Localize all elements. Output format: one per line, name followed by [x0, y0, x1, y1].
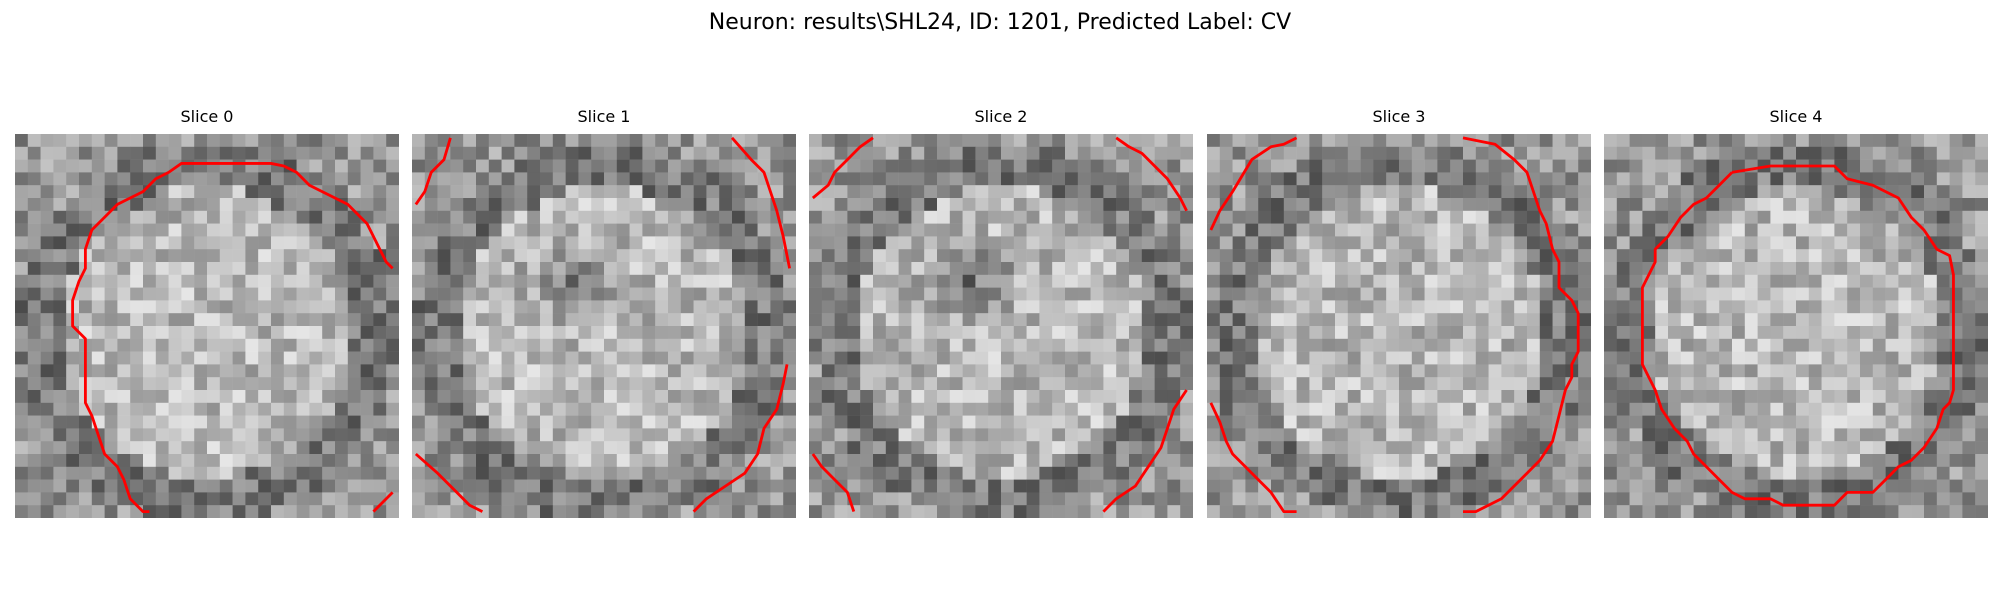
slice-title-2: Slice 2	[974, 107, 1028, 126]
slice-title-4: Slice 4	[1769, 107, 1823, 126]
slice-title-1: Slice 1	[577, 107, 631, 126]
pixel-grid	[809, 134, 1193, 518]
slice-title-3: Slice 3	[1372, 107, 1426, 126]
contour-line	[414, 452, 484, 513]
contour-line	[1102, 389, 1188, 513]
pixel-grid	[15, 134, 399, 518]
contour-line	[811, 453, 856, 513]
contour-line	[1209, 402, 1297, 514]
contour-line	[692, 364, 789, 513]
slice-image-2	[809, 134, 1193, 518]
slice-image-4	[1604, 134, 1988, 518]
contour-line	[811, 136, 874, 200]
pixel-grid	[1604, 134, 1988, 518]
slice-panel-2: Slice 2	[809, 106, 1193, 518]
slice-image-3	[1207, 134, 1591, 518]
pixel-grid	[412, 134, 796, 518]
contour-line	[730, 136, 791, 269]
figure-title: Neuron: results\SHL24, ID: 1201, Predict…	[708, 10, 1292, 35]
slice-image-1	[412, 134, 796, 518]
contour-line	[1209, 136, 1298, 231]
contour-line	[71, 162, 394, 514]
slice-panel-4: Slice 4	[1604, 106, 1988, 518]
contour-line	[1462, 136, 1580, 514]
pixel-grid	[1207, 134, 1591, 518]
slice-image-0	[15, 134, 399, 518]
slice-title-0: Slice 0	[180, 107, 234, 126]
slice-panel-0: Slice 0	[15, 106, 399, 518]
contour-line	[1640, 164, 1955, 507]
slice-panel-3: Slice 3	[1207, 106, 1591, 518]
contour-line	[414, 137, 452, 206]
contour-line	[372, 491, 394, 513]
contour-line	[1115, 136, 1188, 212]
slice-panel-1: Slice 1	[412, 106, 796, 518]
